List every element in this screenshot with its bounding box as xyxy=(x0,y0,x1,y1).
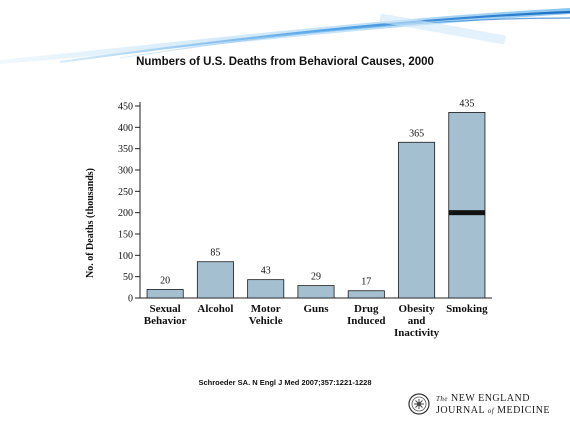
y-tick-label: 100 xyxy=(118,251,133,262)
x-category-label-line: Vehicle xyxy=(249,315,283,327)
bar-value-label: 365 xyxy=(409,128,424,139)
x-category-label-line: Behavior xyxy=(144,315,187,327)
y-tick-label: 300 xyxy=(118,166,133,177)
y-tick-label: 350 xyxy=(118,144,133,155)
y-tick-label: 0 xyxy=(128,294,133,305)
bar xyxy=(196,261,234,299)
header-swoosh xyxy=(0,0,570,64)
x-axis-categories: Sexual Behavior Alcohol Motor Vehicle Guns Dru… xyxy=(144,303,488,339)
y-axis: 0 50 100 150 200 250 300 350 400 450 xyxy=(118,102,492,305)
x-category-label-line: Smoking xyxy=(446,303,488,315)
journal-seal-icon xyxy=(408,393,430,415)
bar-value-label: 435 xyxy=(459,98,474,109)
bar xyxy=(146,289,184,299)
x-category-label: Sexual Behavior xyxy=(144,303,187,327)
x-category-label: Alcohol xyxy=(197,303,233,315)
x-category-label-line: Sexual xyxy=(150,303,181,315)
x-category-label-line: Induced xyxy=(347,315,386,327)
x-category-label-line: Motor xyxy=(251,303,281,315)
chart-panel: No. of Deaths (thousands) 0 50 100 150 200 25… xyxy=(82,78,492,368)
bar-value-label: 43 xyxy=(261,266,271,277)
slide-title: Numbers of U.S. Deaths from Behavioral C… xyxy=(136,56,434,68)
y-tick-label: 50 xyxy=(123,272,133,283)
bars: 20 85 43 29 17 365 435 xyxy=(146,98,486,299)
bar-value-label: 20 xyxy=(160,275,170,286)
bar xyxy=(347,290,385,299)
smoking-marker xyxy=(448,210,485,216)
x-category-label: Drug Induced xyxy=(347,303,386,327)
bar-value-label: 17 xyxy=(361,277,371,288)
source-citation: Schroeder SA. N Engl J Med 2007;357:1221… xyxy=(198,378,372,387)
y-tick-label: 450 xyxy=(118,102,133,113)
bar xyxy=(398,141,436,299)
y-tick-label: 150 xyxy=(118,230,133,241)
journal-logo: The NEW ENGLAND JOURNAL of MEDICINE xyxy=(408,392,558,418)
bar-value-label: 85 xyxy=(210,248,220,259)
x-category-label: Motor Vehicle xyxy=(249,303,283,327)
y-tick-label: 200 xyxy=(118,208,133,219)
bar xyxy=(448,112,486,299)
x-category-label: Smoking xyxy=(446,303,488,315)
y-tick-label: 400 xyxy=(118,123,133,134)
x-category-label-line: Alcohol xyxy=(197,303,233,315)
y-axis-label: No. of Deaths (thousands) xyxy=(85,168,96,278)
y-tick-label: 250 xyxy=(118,187,133,198)
x-category-label-line: Inactivity xyxy=(394,327,440,339)
bar xyxy=(247,279,285,299)
bar-chart: No. of Deaths (thousands) 0 50 100 150 200 25… xyxy=(85,98,492,339)
x-category-label-line: Obesity xyxy=(399,303,436,315)
bar xyxy=(297,285,335,299)
bar-value-label: 29 xyxy=(311,272,321,283)
x-category-label-line: Guns xyxy=(303,303,329,315)
x-category-label: Guns xyxy=(303,303,329,315)
x-category-label: Obesity and Inactivity xyxy=(394,303,440,339)
journal-logo-line1: The NEW ENGLAND xyxy=(436,393,530,404)
x-category-label-line: and xyxy=(408,315,426,327)
journal-logo-line2: JOURNAL of MEDICINE xyxy=(436,405,551,416)
x-category-label-line: Drug xyxy=(354,303,379,315)
